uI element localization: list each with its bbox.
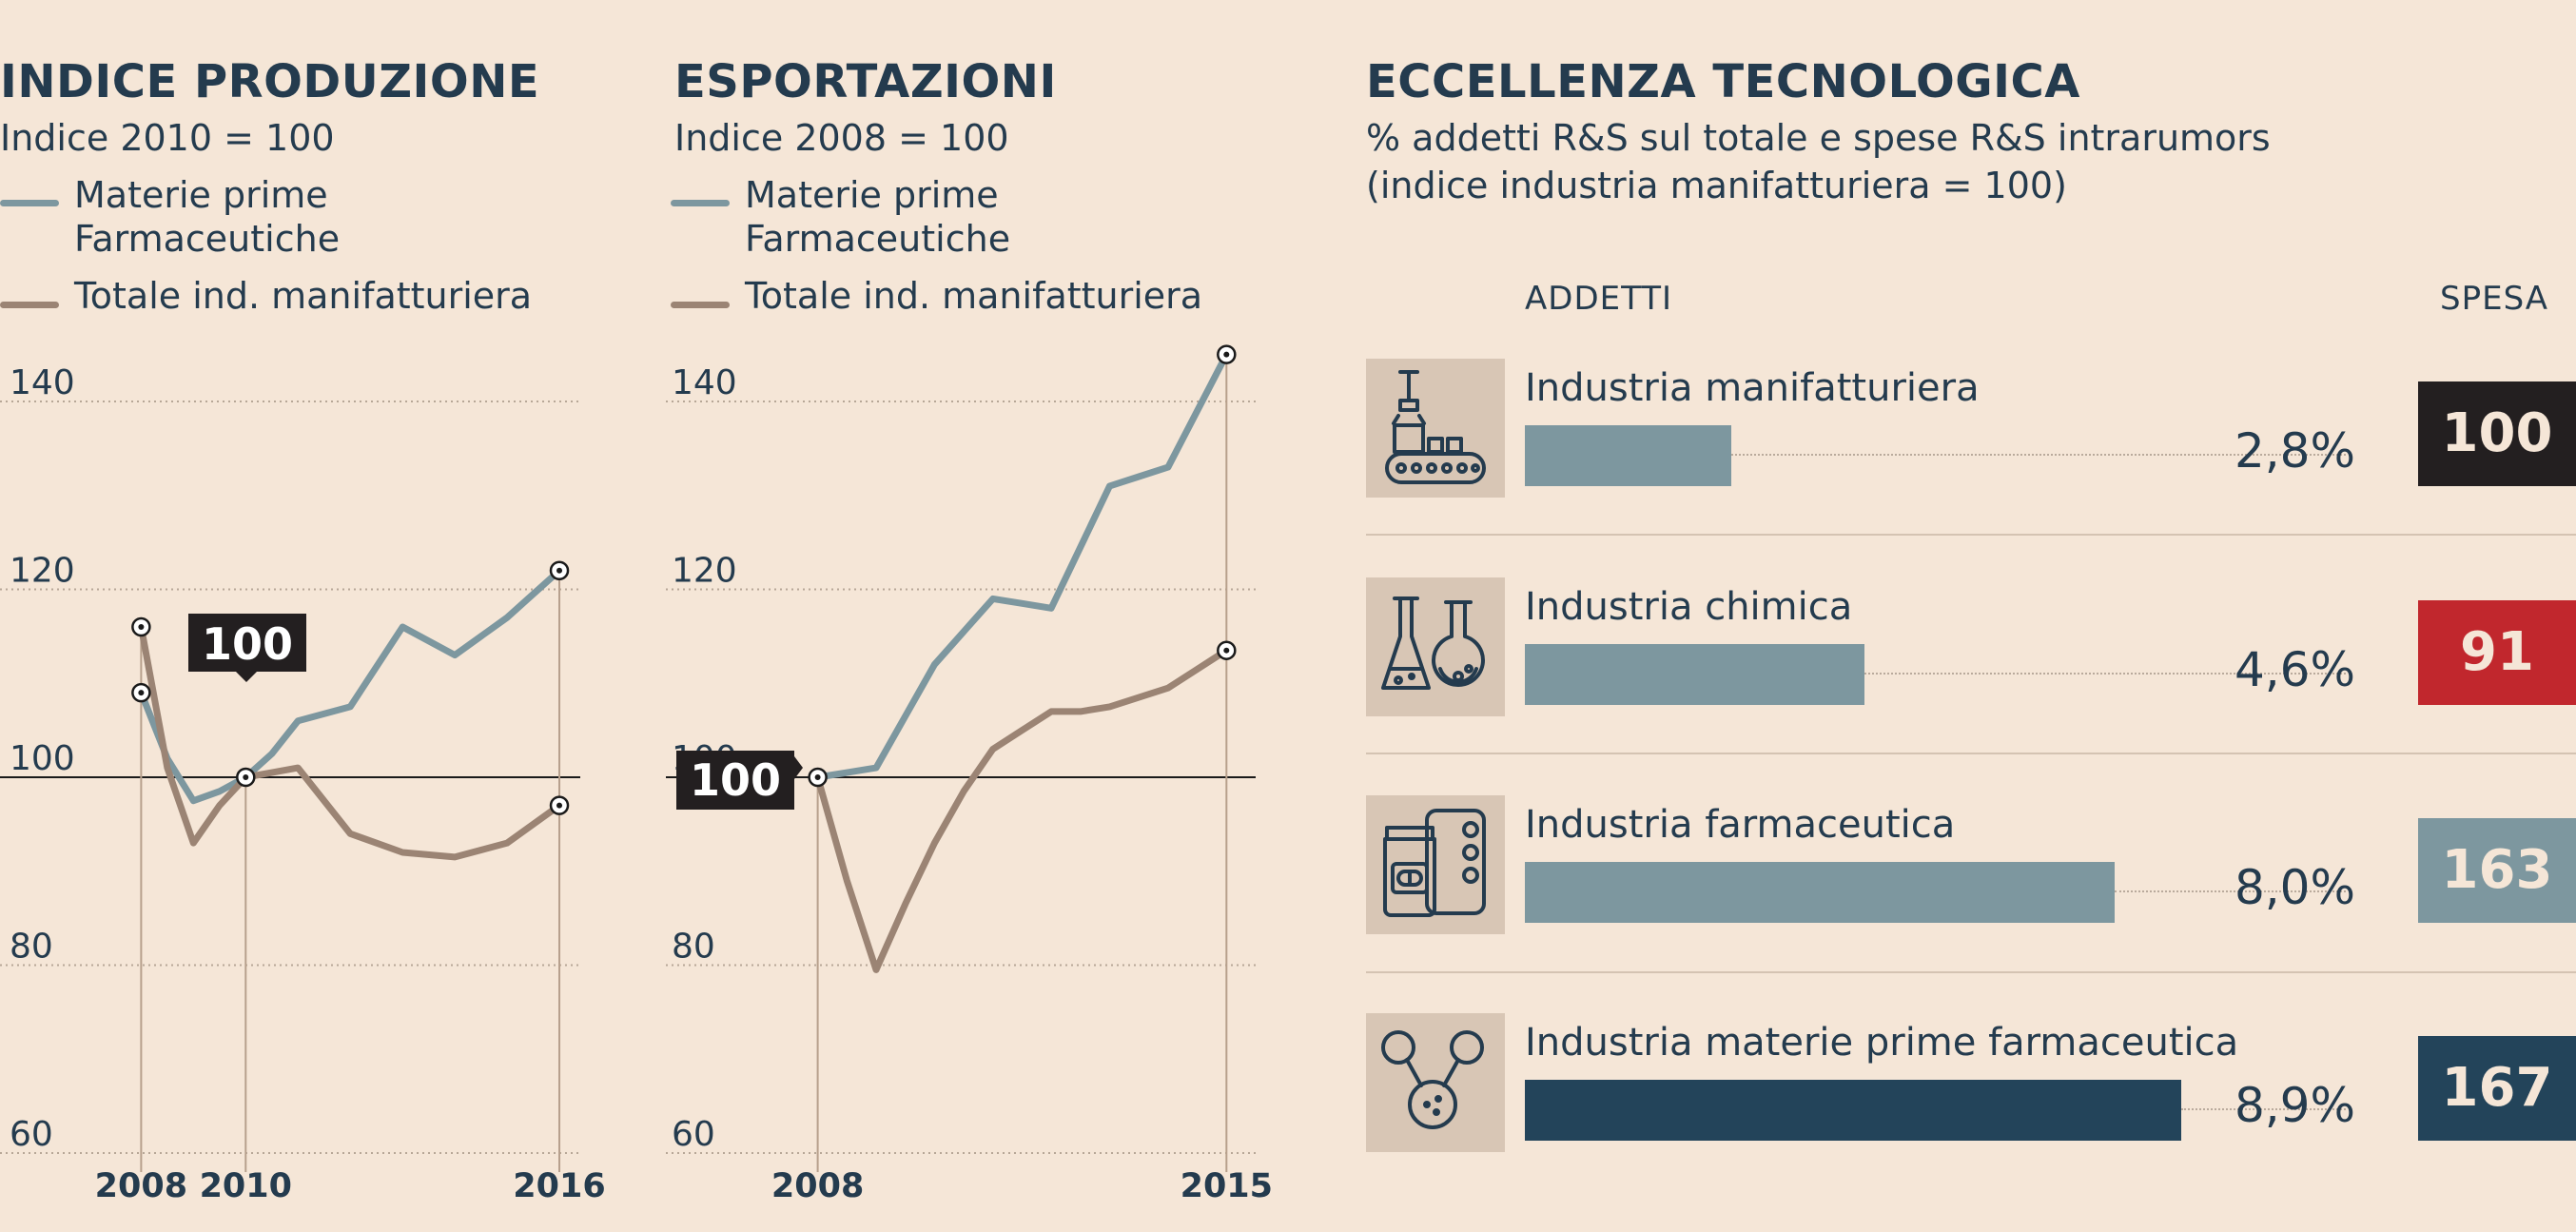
spesa-badge: 91: [2418, 600, 2576, 705]
x-tick-label: 2008: [95, 1167, 187, 1205]
series-line-pharma: [814, 351, 1230, 781]
legend-label-pharma-1: Materie prime: [74, 174, 328, 216]
row-label: Industria manifatturiera: [1525, 366, 1980, 410]
bar-row: Industria farmaceutica 8,0% 163: [1360, 795, 2576, 1014]
y-tick-label: 100: [10, 739, 75, 778]
data-marker-dot: [138, 690, 145, 696]
spesa-badge: 167: [2418, 1036, 2576, 1141]
leader-dots: [2181, 1108, 2346, 1110]
addetti-bar: [1525, 1080, 2181, 1141]
x-tick-label: 2010: [200, 1167, 292, 1205]
pills-bottle-icon: [1366, 795, 1505, 934]
series-line-total: [814, 647, 1230, 973]
row-divider: [1366, 753, 2576, 754]
data-marker-dot: [1223, 647, 1230, 654]
series-line-pharma: [137, 567, 563, 805]
line-chart-produzione: 60 80 100 120 140 2008 2010 2016 100: [0, 363, 606, 1205]
addetti-bar: [1525, 425, 1732, 486]
leader-dots: [1731, 454, 2346, 456]
callout-label: 100: [690, 754, 781, 806]
callout-label: 100: [202, 618, 293, 670]
leader-dots: [1864, 673, 2346, 675]
column-header-addetti: ADDETTI: [1525, 280, 1673, 318]
y-tick-label: 120: [10, 552, 75, 591]
addetti-bar: [1525, 644, 1864, 705]
legend-swatch-total: [671, 302, 730, 308]
chart-subtitle-line-2: (indice industria manifatturiera = 100): [1366, 165, 2067, 206]
addetti-value: 2,8%: [2234, 423, 2355, 479]
row-label: Industria materie prime farmaceutica: [1525, 1021, 2239, 1065]
legend-swatch-pharma: [0, 200, 59, 206]
bar-row: Industria chimica 4,6% 91: [1360, 577, 2576, 796]
panel-indice-produzione: INDICE PRODUZIONE Indice 2010 = 100 Mate…: [0, 0, 647, 1205]
legend-label-pharma-2: Farmaceutiche: [74, 218, 341, 260]
chart-subtitle: Indice 2010 = 100: [0, 117, 335, 159]
data-marker-dot: [556, 567, 563, 574]
y-tick-label: 80: [10, 928, 53, 967]
data-marker-dot: [556, 802, 563, 809]
callout-box: [188, 614, 306, 682]
y-tick-label: 120: [672, 552, 737, 591]
y-tick-label: 140: [672, 363, 737, 402]
line-chart-esportazioni: 608010012014020082015100: [666, 344, 1273, 1205]
row-divider: [1366, 534, 2576, 536]
row-label: Industria farmaceutica: [1525, 803, 1956, 847]
chart-title: ECCELLENZA TECNOLOGICA: [1366, 55, 2080, 108]
legend: Materie prime Farmaceutiche Totale ind. …: [671, 173, 1260, 325]
x-tick-label: 2016: [513, 1167, 605, 1205]
molecule-icon: [1366, 1013, 1505, 1152]
column-header-spesa: SPESA: [2440, 280, 2549, 318]
x-tick-label: 2015: [1181, 1167, 1273, 1205]
legend-swatch-pharma: [671, 200, 730, 206]
y-tick-label: 60: [10, 1115, 53, 1154]
chart-title: ESPORTAZIONI: [674, 55, 1057, 108]
x-tick-label: 2008: [771, 1167, 864, 1205]
legend-label-total: Totale ind. manifatturiera: [74, 275, 533, 317]
row-label: Industria chimica: [1525, 585, 1853, 629]
leader-dots: [2115, 890, 2346, 892]
panel-eccellenza-tecnologica: ECCELLENZA TECNOLOGICA % addetti R&S sul…: [1360, 0, 2576, 1202]
factory-conveyor-icon: [1366, 359, 1505, 498]
bar-row: Industria manifatturiera 2,8% 100: [1360, 359, 2576, 577]
y-tick-label: 80: [672, 928, 715, 967]
legend-label-total: Totale ind. manifatturiera: [745, 275, 1203, 317]
callout-box: [676, 751, 803, 810]
legend-swatch-total: [0, 302, 59, 308]
y-tick-label: 60: [672, 1115, 715, 1154]
row-divider: [1366, 971, 2576, 973]
chart-title: INDICE PRODUZIONE: [0, 55, 540, 108]
data-marker-dot: [814, 774, 821, 780]
addetti-value: 8,0%: [2234, 860, 2355, 915]
legend-label-pharma-1: Materie prime: [745, 174, 999, 216]
addetti-bar: [1525, 862, 2116, 923]
panel-esportazioni: ESPORTAZIONI Indice 2008 = 100 Materie p…: [666, 0, 1313, 1205]
chart-subtitle: Indice 2008 = 100: [674, 117, 1009, 159]
y-tick-label: 140: [10, 363, 75, 402]
addetti-value: 4,6%: [2234, 642, 2355, 697]
series-line-total: [137, 623, 563, 861]
legend: Materie prime Farmaceutiche Totale ind. …: [0, 173, 590, 325]
spesa-badge: 100: [2418, 381, 2576, 486]
addetti-value: 8,9%: [2234, 1078, 2355, 1133]
chart-subtitle-line-1: % addetti R&S sul totale e spese R&S int…: [1366, 117, 2271, 159]
legend-label-pharma-2: Farmaceutiche: [745, 218, 1011, 260]
data-marker-dot: [138, 624, 145, 630]
data-marker-dot: [1223, 351, 1230, 358]
spesa-badge: 163: [2418, 818, 2576, 923]
lab-flasks-icon: [1366, 577, 1505, 716]
data-marker-dot: [243, 774, 249, 780]
bar-row: Industria materie prime farmaceutica 8,9…: [1360, 1013, 2576, 1232]
